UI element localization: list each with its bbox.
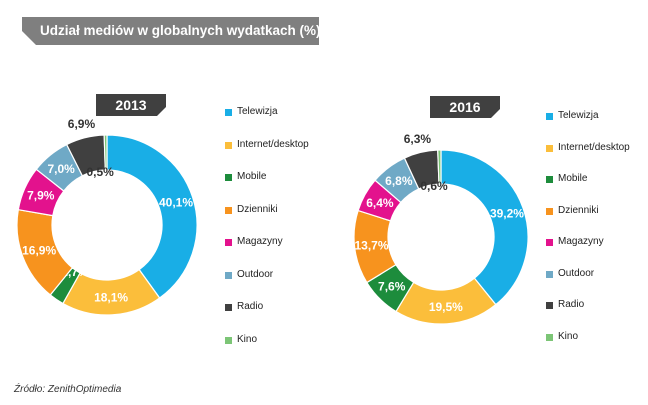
legend-swatch: [225, 239, 232, 246]
chart-header: Udział mediów w globalnych wydatkach (%): [22, 17, 319, 45]
data-label-kino: 0,5%: [86, 165, 114, 179]
data-label-dzienniki: 16,9%: [22, 243, 56, 257]
legend-label: Mobile: [237, 171, 267, 182]
legend-label: Radio: [558, 299, 585, 310]
data-label-telewizja: 40,1%: [159, 196, 193, 210]
legend-label: Magazyny: [558, 236, 604, 247]
legend-swatch: [225, 109, 232, 116]
legend-label: Dzienniki: [558, 204, 599, 216]
data-label-internet-desktop: 19,5%: [429, 300, 463, 314]
legend-swatch: [546, 239, 553, 246]
data-label-magazyny: 6,4%: [366, 196, 394, 210]
legend-swatch: [546, 207, 553, 215]
legend-label: Telewizja: [237, 106, 278, 117]
slice-telewizja: [440, 149, 529, 306]
data-label-internet-desktop: 18,1%: [94, 290, 128, 304]
slice-kino: [103, 134, 108, 171]
legend-label: Magazyny: [237, 236, 283, 247]
page-title: Udział mediów w globalnych wydatkach (%): [40, 23, 321, 38]
year-label-2013: 2013: [96, 94, 166, 116]
data-label-mobile: 7,6%: [378, 280, 406, 294]
legend-label: Kino: [237, 333, 258, 345]
legend-label: Dzienniki: [237, 203, 278, 215]
legend-swatch: [546, 113, 553, 120]
legend-swatch: [546, 333, 553, 341]
slice-telewizja: [106, 134, 198, 299]
data-label-dzienniki: 13,7%: [354, 238, 388, 252]
legend-label: Internet/desktop: [237, 138, 309, 150]
legend-label: Telewizja: [558, 110, 599, 121]
legend-swatch: [225, 206, 232, 214]
legend-swatch: [225, 174, 232, 181]
data-label-kino: 0,6%: [420, 179, 448, 193]
legend-swatch: [225, 336, 232, 344]
data-label-telewizja: 39,2%: [490, 207, 524, 221]
data-label-outdoor: 6,8%: [385, 174, 413, 188]
data-label-magazyny: 7,9%: [27, 189, 55, 203]
legend-label: Internet/desktop: [558, 141, 630, 153]
legend-swatch: [225, 141, 232, 149]
legend-label: Outdoor: [237, 268, 274, 280]
source-note: Źródło: ZenithOptimedia: [14, 384, 122, 395]
data-label-radio: 6,9%: [68, 117, 96, 131]
year-label-2016: 2016: [430, 96, 500, 118]
legend-swatch: [225, 304, 232, 311]
slice-kino: [437, 149, 442, 185]
legend-swatch: [546, 176, 553, 183]
legend-label: Radio: [237, 301, 264, 312]
legend-swatch: [225, 271, 232, 279]
data-label-outdoor: 7,0%: [47, 162, 75, 176]
data-label-radio: 6,3%: [404, 132, 432, 146]
legend-swatch: [546, 302, 553, 309]
legend-swatch: [546, 144, 553, 152]
legend-swatch: [546, 270, 553, 278]
legend-label: Outdoor: [558, 267, 595, 279]
legend-label: Mobile: [558, 173, 588, 184]
legend-label: Kino: [558, 330, 579, 342]
